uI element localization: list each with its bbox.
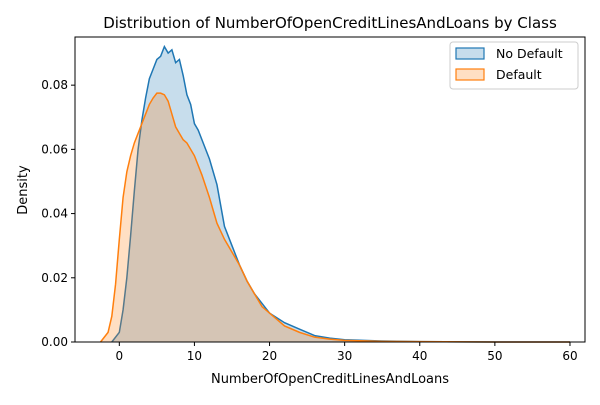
- series-default-line: [99, 92, 570, 343]
- legend-box: [449, 41, 579, 90]
- plot-frame: [74, 36, 586, 343]
- series-no-default-line: [111, 44, 570, 343]
- legend-swatch-default: [455, 68, 485, 81]
- series-default-area: [100, 93, 570, 343]
- y-tick-label: 0.08: [41, 78, 68, 92]
- y-tick-label: 0.06: [41, 142, 68, 156]
- x-tick-label: 0: [115, 349, 123, 363]
- y-axis-label: Density: [16, 165, 31, 215]
- y-tick-label: 0.04: [41, 207, 68, 221]
- x-tick-label: 50: [487, 349, 502, 363]
- legend-label-no-default: No Default: [496, 46, 563, 61]
- chart-title: Distribution of NumberOfOpenCreditLinesA…: [103, 14, 557, 32]
- legend-label-default: Default: [496, 67, 542, 82]
- x-tick-label: 10: [187, 349, 202, 363]
- plot-area: [99, 44, 570, 343]
- y-axis: 0.00 0.02 0.04 0.06 0.08: [41, 78, 75, 349]
- legend-swatch-no-default: [455, 47, 485, 60]
- x-tick-label: 20: [262, 349, 277, 363]
- x-axis-label: NumberOfOpenCreditLinesAndLoans: [211, 372, 449, 387]
- x-tick-label: 60: [562, 349, 577, 363]
- x-axis: 0 10 20 30 40 50 60: [115, 342, 578, 363]
- series-no-default-area: [111, 46, 570, 342]
- legend: No Default Default: [449, 41, 579, 90]
- y-tick-label: 0.00: [41, 335, 68, 349]
- x-tick-label: 30: [337, 349, 352, 363]
- y-tick-label: 0.02: [41, 271, 68, 285]
- x-tick-label: 40: [412, 349, 427, 363]
